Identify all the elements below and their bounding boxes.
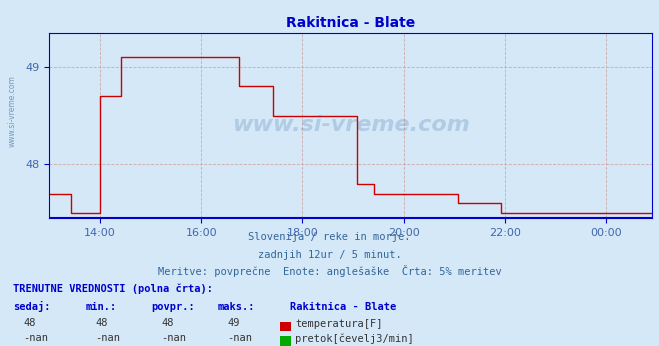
Text: temperatura[F]: temperatura[F] [295,319,383,329]
Text: zadnjih 12ur / 5 minut.: zadnjih 12ur / 5 minut. [258,250,401,260]
Text: www.si-vreme.com: www.si-vreme.com [8,75,17,147]
Title: Rakitnica - Blate: Rakitnica - Blate [286,16,416,30]
Text: pretok[čevelj3/min]: pretok[čevelj3/min] [295,333,414,344]
Text: Meritve: povprečne  Enote: anglešaške  Črta: 5% meritev: Meritve: povprečne Enote: anglešaške Črt… [158,265,501,277]
Text: povpr.:: povpr.: [152,302,195,312]
Text: 48: 48 [161,318,174,328]
Text: Rakitnica - Blate: Rakitnica - Blate [290,302,396,312]
Text: www.si-vreme.com: www.si-vreme.com [232,116,470,135]
Text: maks.:: maks.: [217,302,255,312]
Text: -nan: -nan [161,333,186,343]
Text: 49: 49 [227,318,240,328]
Text: -nan: -nan [227,333,252,343]
Text: 48: 48 [23,318,36,328]
Text: -nan: -nan [23,333,48,343]
Text: -nan: -nan [96,333,121,343]
Text: sedaj:: sedaj: [13,301,51,312]
Text: Slovenija / reke in morje.: Slovenija / reke in morje. [248,233,411,243]
Text: 48: 48 [96,318,108,328]
Text: min.:: min.: [86,302,117,312]
Text: TRENUTNE VREDNOSTI (polna črta):: TRENUTNE VREDNOSTI (polna črta): [13,284,213,294]
